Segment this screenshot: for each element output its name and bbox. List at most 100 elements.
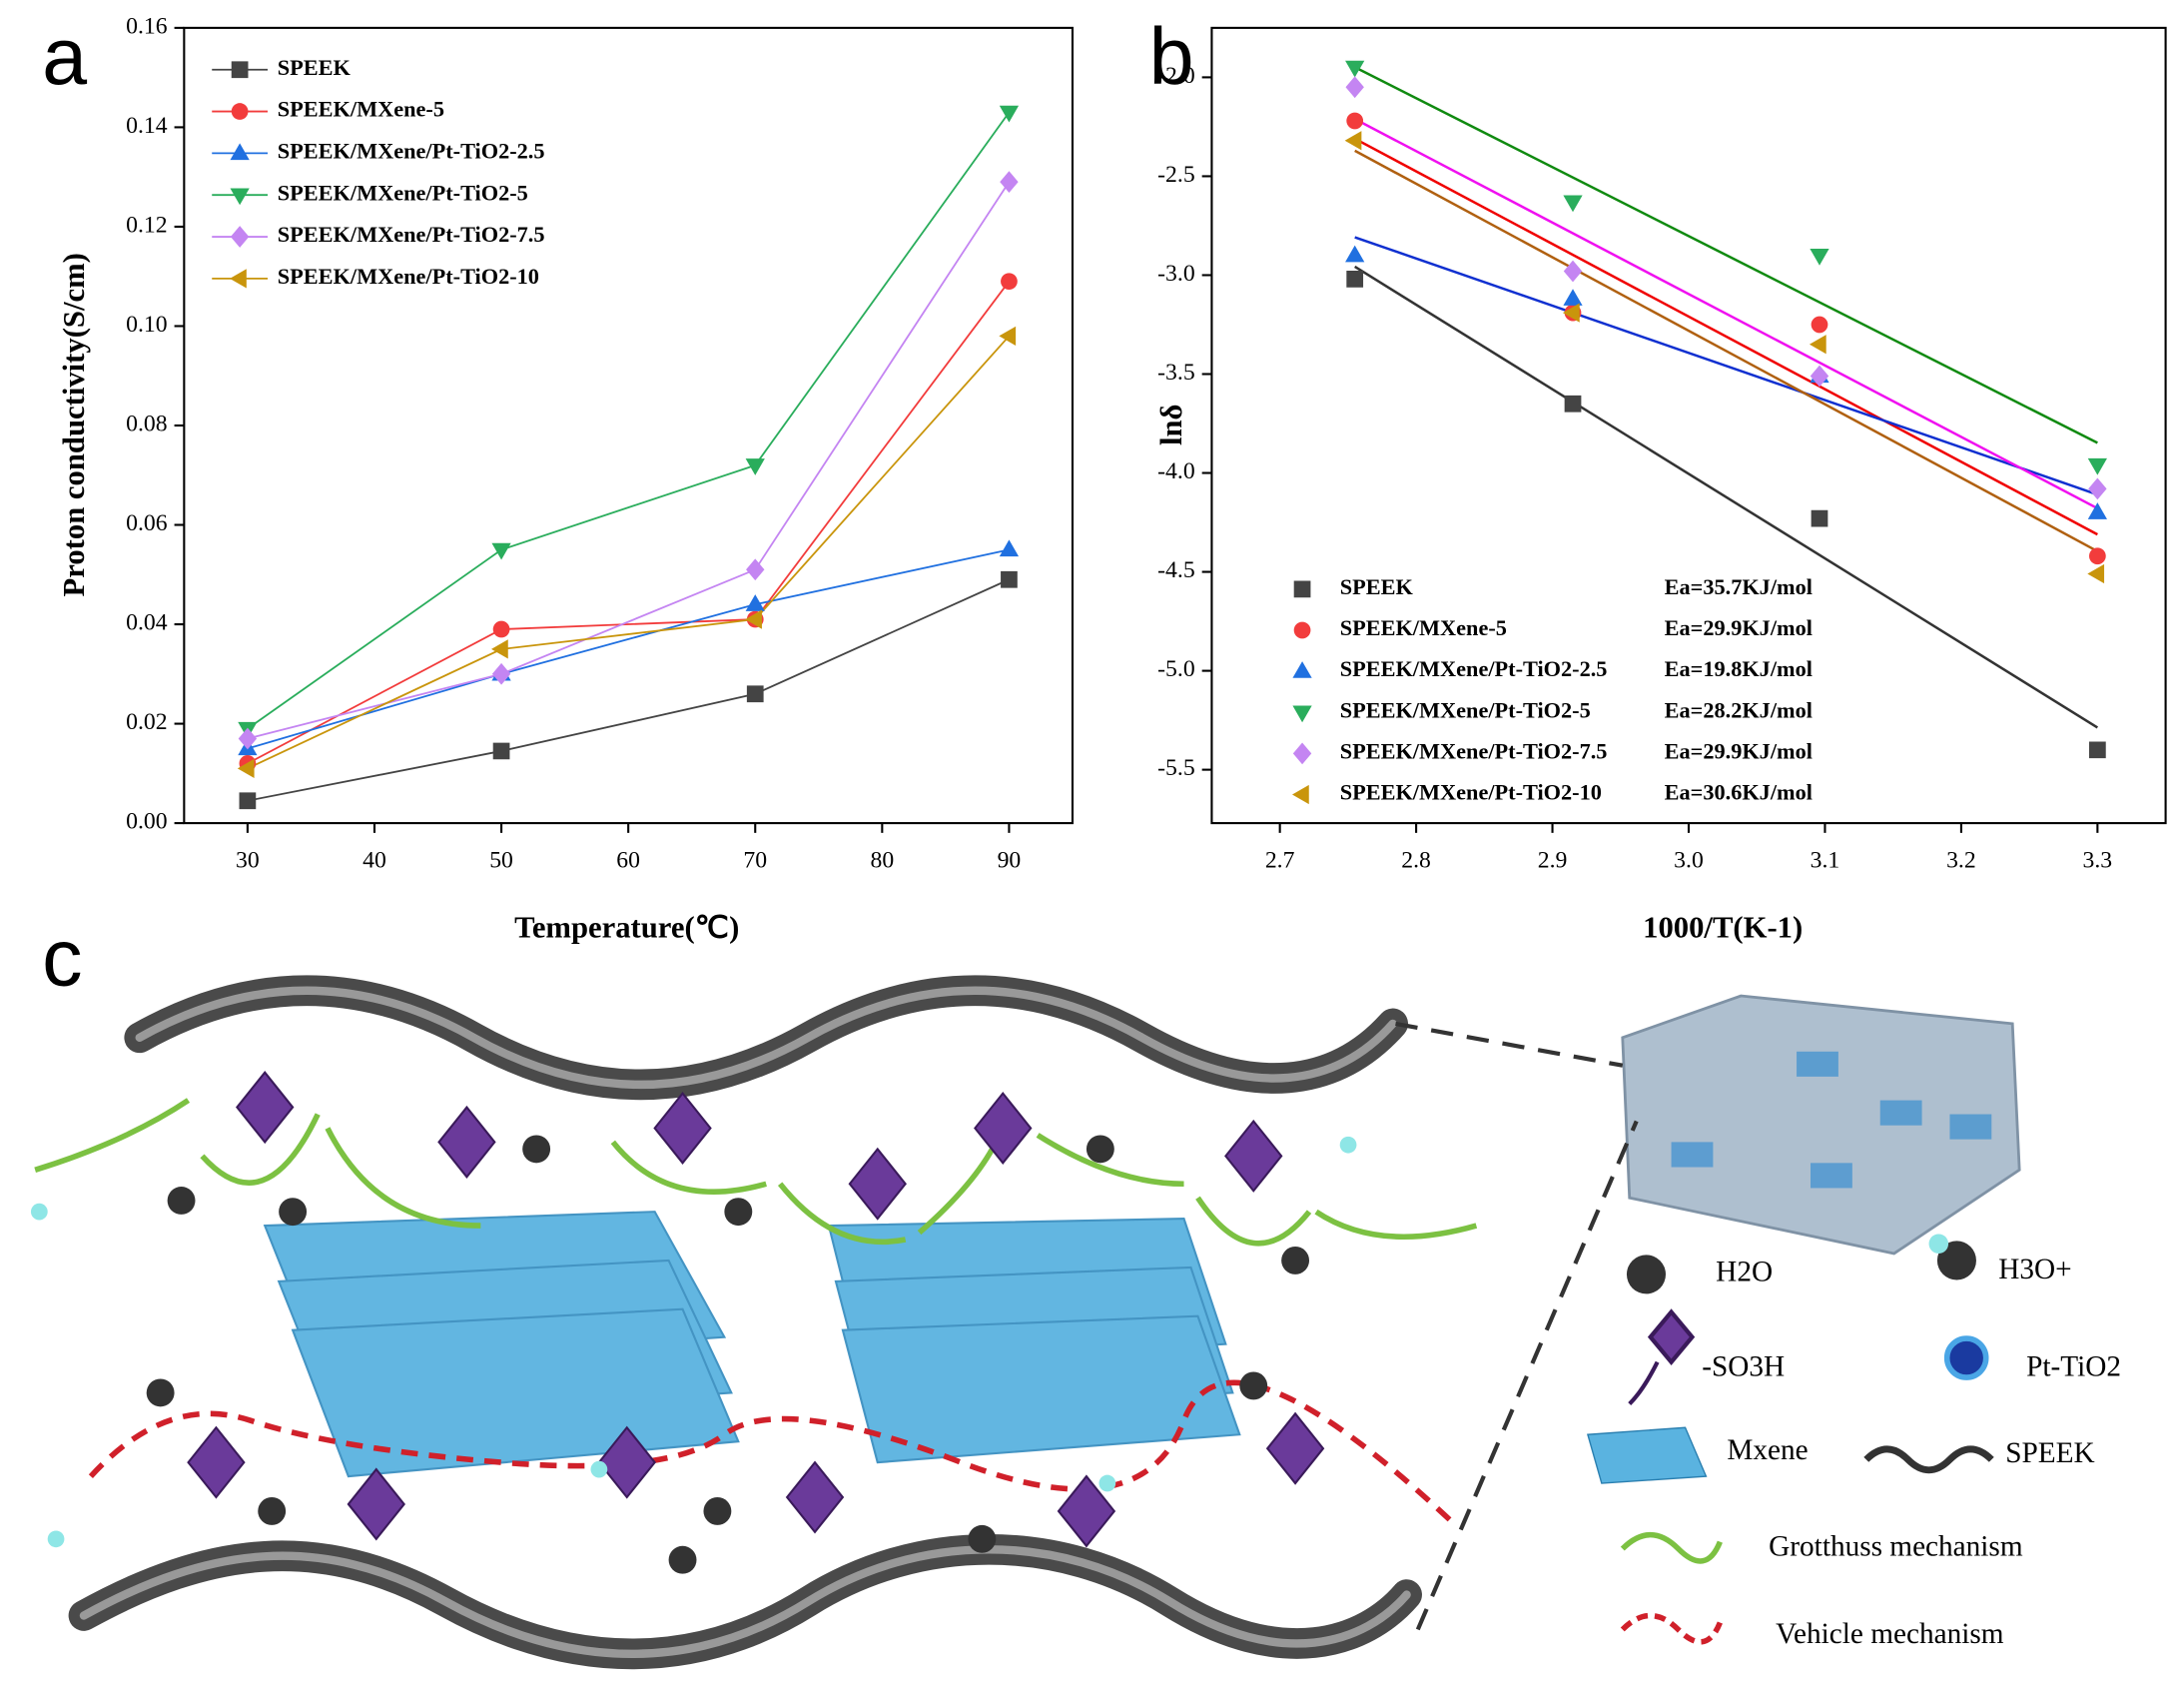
data-point <box>746 685 764 703</box>
legend-label: SPEEK/MXene/Pt-TiO2-7.5 <box>278 222 545 247</box>
x-tick-label: 90 <box>998 848 1022 874</box>
fit-line <box>1354 236 2098 496</box>
series-line <box>247 335 1011 770</box>
so3h-group <box>347 1467 405 1541</box>
data-point <box>1345 76 1364 99</box>
data-point <box>2088 547 2106 565</box>
data-point <box>1345 60 1365 78</box>
legend-label: SPEEK/MXene/Pt-TiO2-5 <box>278 180 528 205</box>
x-tick-label: 70 <box>743 848 767 874</box>
fit-line <box>1354 149 2098 553</box>
legend-label: SPEEK/MXene-5 <box>278 97 444 122</box>
h3o-icon <box>1928 1234 1949 1254</box>
y-tick-label: 0.08 <box>126 411 167 436</box>
y-tick-label: -5.5 <box>1157 755 1195 781</box>
data-point <box>1563 260 1583 283</box>
speek-chain <box>124 975 1409 1101</box>
data-point <box>999 105 1020 123</box>
so3h-group <box>437 1105 496 1179</box>
data-point <box>1563 195 1583 213</box>
fit-line <box>1354 265 2099 729</box>
annotation: Ea=35.7KJ/mol <box>1665 574 1813 599</box>
h3o <box>30 1203 48 1221</box>
grotthuss-icon <box>1620 1532 1723 1564</box>
x-axis-label: 1000/T(K-1) <box>1643 910 1803 944</box>
mxene-sheet <box>841 1314 1241 1464</box>
data-point <box>237 758 255 778</box>
legend-marker <box>230 188 250 206</box>
so3h-group <box>187 1425 246 1499</box>
data-point <box>2088 477 2107 500</box>
data-point <box>492 742 510 760</box>
y-tick-label: 0.12 <box>126 212 167 238</box>
series-line <box>247 111 1011 730</box>
legend-marker <box>1293 621 1311 639</box>
data-point <box>492 620 510 638</box>
data-point <box>1346 112 1364 130</box>
legend-label: SPEEK <box>278 55 352 80</box>
speek-icon <box>1863 1445 1994 1474</box>
fit-line <box>1354 118 2098 510</box>
so3h-group <box>848 1147 907 1221</box>
panel-label: b <box>1149 12 1194 102</box>
grotthuss-arrow <box>34 1098 1478 1247</box>
x-tick-label: 3.3 <box>2083 848 2113 874</box>
h3o <box>47 1530 65 1548</box>
water <box>146 1378 175 1407</box>
water <box>522 1135 551 1164</box>
legend-marker <box>1292 705 1312 723</box>
h2o-icon <box>1626 1255 1666 1294</box>
data-point <box>491 662 511 685</box>
data-point <box>745 609 762 629</box>
annotation: Ea=29.9KJ/mol <box>1665 615 1813 640</box>
so3h-group <box>597 1425 656 1499</box>
h3o-icon <box>1936 1241 1976 1280</box>
mxene-flake <box>1671 1142 1714 1168</box>
h3o <box>1339 1136 1357 1154</box>
y-tick-label: 0.00 <box>126 809 167 835</box>
data-point <box>491 639 508 659</box>
fit-line <box>1354 66 2098 444</box>
h3o <box>590 1460 608 1478</box>
mxene-flake <box>1797 1051 1838 1077</box>
x-tick-label: 2.7 <box>1265 848 1295 874</box>
speek-highlight <box>135 986 1397 1090</box>
data-point <box>491 542 511 560</box>
so3h-group <box>974 1091 1033 1166</box>
chart: a Temperature(℃) Proton conductivity(S/cm)… <box>42 12 1075 944</box>
y-tick-label: -3.5 <box>1157 360 1195 386</box>
water <box>167 1187 196 1215</box>
legend-label: Vehicle mechanism <box>1776 1618 2004 1650</box>
water <box>258 1496 287 1525</box>
data-point <box>745 458 765 475</box>
data-point <box>1001 273 1018 291</box>
zoom-line <box>1395 1021 1639 1631</box>
data-point <box>2087 457 2107 475</box>
y-axis-label: Proton conductivity(S/cm) <box>57 253 91 596</box>
legend-label: SPEEK/MXene/Pt-TiO2-7.5 <box>1340 739 1608 764</box>
legend-marker <box>1292 661 1312 678</box>
y-tick-label: 0.02 <box>126 709 167 735</box>
series-line <box>247 578 1010 802</box>
legend-marker <box>230 143 250 161</box>
x-tick-label: 2.8 <box>1401 848 1431 874</box>
mxene-flake <box>1811 1163 1852 1189</box>
panel-label: c <box>42 913 82 1003</box>
y-tick-label: -2.0 <box>1157 63 1195 89</box>
data-point <box>2088 741 2106 759</box>
annotation: Ea=19.8KJ/mol <box>1665 656 1813 681</box>
h3o <box>1098 1474 1116 1492</box>
y-axis-label: lnδ <box>1154 405 1188 445</box>
data-point <box>1346 271 1364 288</box>
diagram: c H2O H3O+ -SO3H Pt-TiO2 Mxene SPEEK Gro… <box>30 913 2121 1670</box>
data-point <box>1562 303 1580 323</box>
legend-label: H3O+ <box>1998 1254 2071 1285</box>
x-tick-label: 2.9 <box>1538 848 1568 874</box>
x-tick-label: 3.1 <box>1811 848 1840 874</box>
data-point <box>1810 248 1829 266</box>
water <box>1086 1135 1114 1164</box>
data-point <box>1811 316 1828 334</box>
legend-label: SPEEK <box>2005 1437 2094 1469</box>
legend-label: Mxene <box>1727 1434 1808 1466</box>
legend-label: SPEEK/MXene/Pt-TiO2-10 <box>278 264 539 289</box>
